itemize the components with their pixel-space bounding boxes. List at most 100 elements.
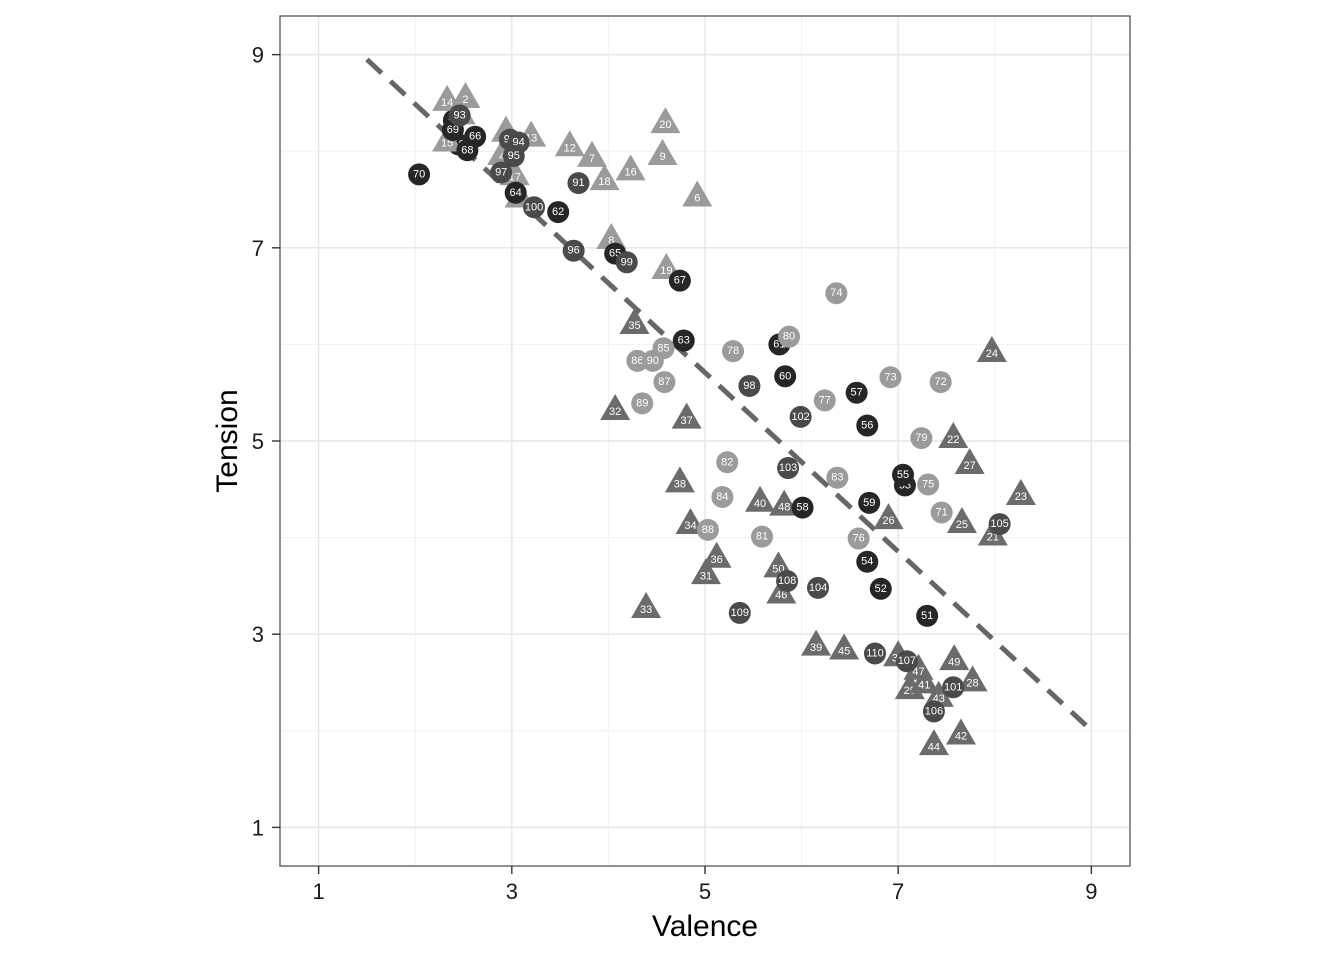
triangle-marker (954, 448, 985, 475)
data-point: 110 (864, 642, 886, 665)
point-label: 9 (659, 151, 665, 163)
point-label: 4 (499, 151, 505, 163)
point-label: 21 (987, 532, 999, 544)
point-label: 100 (525, 201, 543, 213)
y-axis: 1 3 5 7 9 (252, 43, 280, 840)
point-label: 83 (831, 472, 843, 484)
data-point: 80 (778, 325, 801, 348)
point-label: 57 (851, 387, 863, 399)
data-point: 8 (596, 223, 627, 250)
data-point: 31 (690, 558, 721, 585)
circle-marker (942, 676, 965, 699)
data-point: 45 (829, 633, 860, 660)
circle-marker (716, 451, 739, 474)
data-point: 55 (892, 463, 915, 486)
data-point: 56 (856, 414, 879, 437)
triangle-marker (432, 84, 463, 111)
data-point: 64 (504, 181, 527, 204)
point-label: 44 (928, 741, 940, 753)
point-label: 73 (884, 371, 896, 383)
data-point: 36 (701, 541, 732, 568)
data-point: 63 (672, 329, 695, 352)
point-label: 66 (469, 131, 481, 143)
point-label: 25 (956, 519, 968, 531)
circle-marker (777, 457, 800, 480)
circle-marker (929, 371, 952, 394)
point-label: 82 (721, 456, 733, 468)
circle-marker (672, 329, 695, 352)
circle-marker (917, 473, 940, 496)
major-gridlines (280, 16, 1130, 866)
data-point: 107 (895, 650, 918, 673)
circle-marker (490, 161, 513, 184)
circle-marker (869, 577, 892, 600)
circle-marker (856, 550, 879, 573)
data-point: 87 (653, 371, 676, 394)
data-point: 73 (879, 366, 902, 389)
data-point: 6 (682, 180, 713, 207)
data-point: 40 (745, 485, 776, 512)
circle-marker (910, 427, 933, 450)
point-label: 47 (912, 666, 924, 678)
data-point: 51 (916, 604, 939, 627)
triangle-marker (671, 402, 702, 429)
data-point: 90 (641, 349, 664, 372)
circle-marker (892, 463, 915, 486)
point-label: 37 (681, 415, 693, 427)
point-label: 35 (628, 320, 640, 332)
point-label: 39 (810, 642, 822, 654)
data-point: 93 (448, 104, 471, 127)
point-label: 19 (660, 265, 672, 277)
data-points: 1234567891011121314151617181920212223242… (408, 81, 1036, 756)
circle-marker (807, 576, 830, 599)
point-label: 56 (861, 420, 873, 432)
point-label: 55 (897, 469, 909, 481)
data-point: 74 (825, 282, 848, 305)
data-point: 104 (807, 576, 830, 599)
triangle-marker (682, 180, 713, 207)
data-point: 105 (988, 513, 1011, 536)
data-point: 57 (845, 381, 868, 404)
data-point: 98 (738, 374, 761, 397)
point-label: 12 (564, 142, 576, 154)
point-label: 28 (966, 678, 978, 690)
triangle-marker (938, 421, 969, 448)
circle-marker (856, 414, 879, 437)
circle-marker (879, 366, 902, 389)
y-tick-label: 1 (252, 815, 264, 840)
circle-marker (774, 365, 797, 388)
point-label: 32 (609, 406, 621, 418)
data-point: 16 (615, 154, 646, 181)
x-tick-label: 3 (506, 879, 518, 904)
point-label: 51 (921, 610, 933, 622)
point-label: 105 (990, 518, 1008, 530)
triangle-marker (909, 667, 940, 694)
triangle-marker (903, 653, 934, 680)
point-label: 38 (674, 479, 686, 491)
point-label: 26 (882, 515, 894, 527)
data-point: 46 (766, 577, 797, 604)
x-axis: 1 3 5 7 9 (313, 866, 1097, 904)
data-point: 106 (922, 700, 945, 723)
point-label: 6 (694, 193, 700, 205)
triangle-marker (690, 558, 721, 585)
point-label: 110 (866, 648, 884, 660)
point-label: 88 (702, 524, 714, 536)
data-point: 37 (671, 402, 702, 429)
point-label: 42 (955, 731, 967, 743)
circle-marker (776, 570, 799, 593)
point-label: 89 (636, 397, 648, 409)
data-point: 52 (869, 577, 892, 600)
circle-marker (778, 325, 801, 348)
y-tick-label: 7 (252, 236, 264, 261)
point-label: 90 (647, 355, 659, 367)
x-tick-label: 7 (892, 879, 904, 904)
y-tick-label: 5 (252, 429, 264, 454)
data-point: 14 (432, 84, 463, 111)
point-label: 20 (659, 119, 671, 131)
data-point: 54 (856, 550, 879, 573)
point-label: 74 (830, 287, 842, 299)
data-point: 32 (600, 393, 631, 420)
data-point: 72 (929, 371, 952, 394)
